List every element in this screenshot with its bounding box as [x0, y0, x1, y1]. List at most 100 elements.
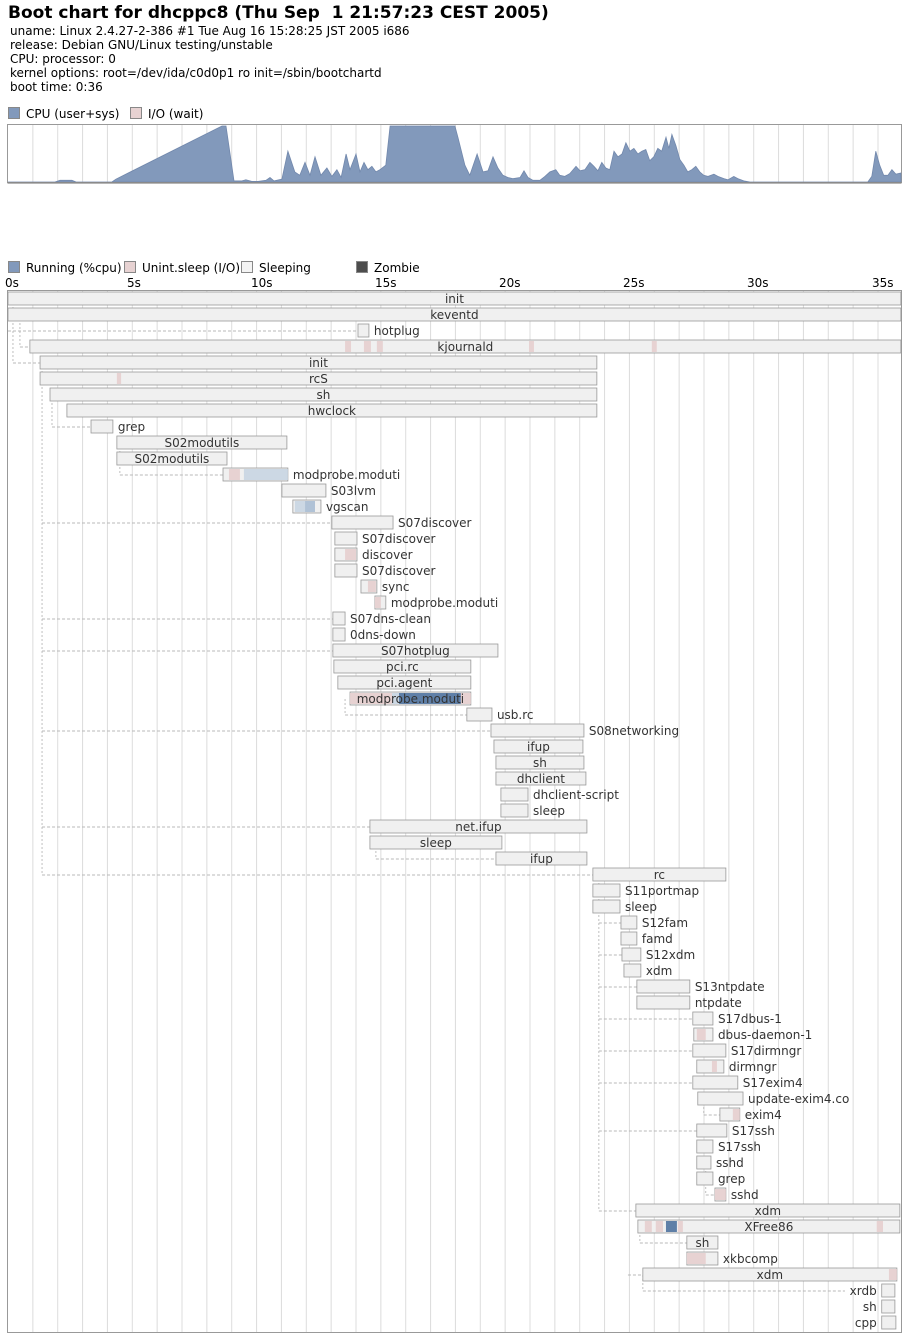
process-bar [332, 611, 346, 626]
process-bar [39, 371, 598, 386]
process-bar-segment-io [696, 1029, 706, 1040]
process-bar [881, 1315, 897, 1330]
io-legend-swatch [130, 107, 142, 119]
process-bar [696, 1059, 725, 1074]
process-label: grep [118, 420, 145, 434]
process-label: S11portmap [625, 884, 699, 898]
process-bar [7, 291, 902, 306]
process-label: exim4 [745, 1108, 782, 1122]
process-label: S17dbus-1 [718, 1012, 782, 1026]
process-label: sleep [533, 804, 565, 818]
process-bar [696, 1139, 714, 1154]
process-label: S12xdm [646, 948, 695, 962]
process-bar [623, 963, 642, 978]
process-label: rcS [309, 372, 328, 386]
axis-tick-0s: 0s [5, 276, 19, 290]
unint-sleep-legend-label: Unint.sleep (I/O) [142, 261, 241, 275]
process-bar [66, 403, 598, 418]
process-bar [495, 851, 588, 866]
process-bar [620, 915, 638, 930]
process-bar-segment-io [345, 341, 352, 352]
process-label: xdm [646, 964, 672, 978]
process-bar-segment-io [651, 341, 657, 352]
unint-sleep-legend-item: Unint.sleep (I/O) [124, 261, 240, 275]
process-bar-segment-io [644, 1221, 652, 1232]
process-label: net.ifup [455, 820, 501, 834]
process-label: S02modutils [165, 436, 240, 450]
process-bar [332, 643, 499, 658]
process-bar [29, 339, 902, 354]
process-label: modprobe.moduti [293, 468, 400, 482]
process-label: S07dns-clean [350, 612, 431, 626]
process-bar-segment-io [529, 341, 534, 352]
process-label: S02modutils [135, 452, 210, 466]
process-bar-segment-running_pale [392, 693, 400, 704]
running-legend-swatch [8, 261, 20, 273]
process-bar [697, 1091, 744, 1106]
process-bar-segment-io [711, 1061, 717, 1072]
cpu-area [8, 125, 902, 183]
process-label: rc [654, 868, 665, 882]
process-label: sh [863, 1300, 877, 1314]
axis-tick-30s: 30s [747, 276, 769, 290]
axis-tick-20s: 20s [499, 276, 521, 290]
process-label: update-exim4.co [748, 1092, 849, 1106]
process-bar [331, 515, 394, 530]
process-bar [692, 1075, 739, 1090]
process-bar [696, 1155, 712, 1170]
process-bar [881, 1299, 896, 1314]
process-bar [500, 803, 529, 818]
axis-tick-35s: 35s [872, 276, 894, 290]
process-label: dirmngr [729, 1060, 777, 1074]
process-bar-segment-io [363, 341, 371, 352]
process-bar [334, 563, 358, 578]
process-label: sh [695, 1236, 709, 1250]
process-bar [620, 931, 638, 946]
process-label: xrdb [850, 1284, 877, 1298]
process-label: usb.rc [497, 708, 534, 722]
process-label: S12fam [642, 916, 688, 930]
process-bar-segment-io [732, 1109, 740, 1120]
process-label: hotplug [374, 324, 420, 338]
axis-tick-10s: 10s [251, 276, 273, 290]
process-label: xdm [757, 1268, 783, 1282]
process-label: S03lvm [331, 484, 376, 498]
process-label: S07discover [362, 532, 436, 546]
info-release: release: Debian GNU/Linux testing/unstab… [10, 38, 273, 52]
info-cpu: CPU: processor: 0 [10, 52, 116, 66]
process-bar [334, 531, 358, 546]
process-label: sh [533, 756, 547, 770]
process-label: S17dirmngr [731, 1044, 801, 1058]
process-bar-segment-io [677, 1221, 683, 1232]
process-bar [281, 483, 327, 498]
axis-tick-15s: 15s [375, 276, 397, 290]
process-bar [466, 707, 493, 722]
process-label: ifup [527, 740, 550, 754]
process-label: cpp [855, 1316, 877, 1330]
process-bar-segment-running_pale [294, 501, 306, 512]
cpu-legend-item: CPU (user+sys) [8, 107, 119, 121]
process-bar-segment-io [686, 1253, 706, 1264]
process-bar [696, 1123, 728, 1138]
running-legend-item: Running (%cpu) [8, 261, 122, 275]
process-bar [49, 387, 598, 402]
process-label: S17ssh [732, 1124, 775, 1138]
process-bar [495, 755, 585, 770]
process-label: kjournald [437, 340, 493, 354]
sleeping-legend-swatch [241, 261, 253, 273]
io-legend-label: I/O (wait) [148, 107, 204, 121]
process-label: sleep [625, 900, 657, 914]
process-label: modprobe.moduti [391, 596, 498, 610]
process-bar [490, 723, 585, 738]
process-label: init [445, 292, 464, 306]
process-label: modprobe.moduti [357, 692, 464, 706]
process-bar-segment-running_med [305, 501, 315, 512]
process-label: 0dns-down [350, 628, 416, 642]
process-bar-segment-io [350, 693, 393, 704]
process-label: S07hotplug [381, 644, 450, 658]
process-label: pci.rc [386, 660, 419, 674]
process-label: dhclient-script [533, 788, 619, 802]
process-bar [592, 867, 727, 882]
process-bar [592, 883, 621, 898]
axis-tick-5s: 5s [127, 276, 141, 290]
